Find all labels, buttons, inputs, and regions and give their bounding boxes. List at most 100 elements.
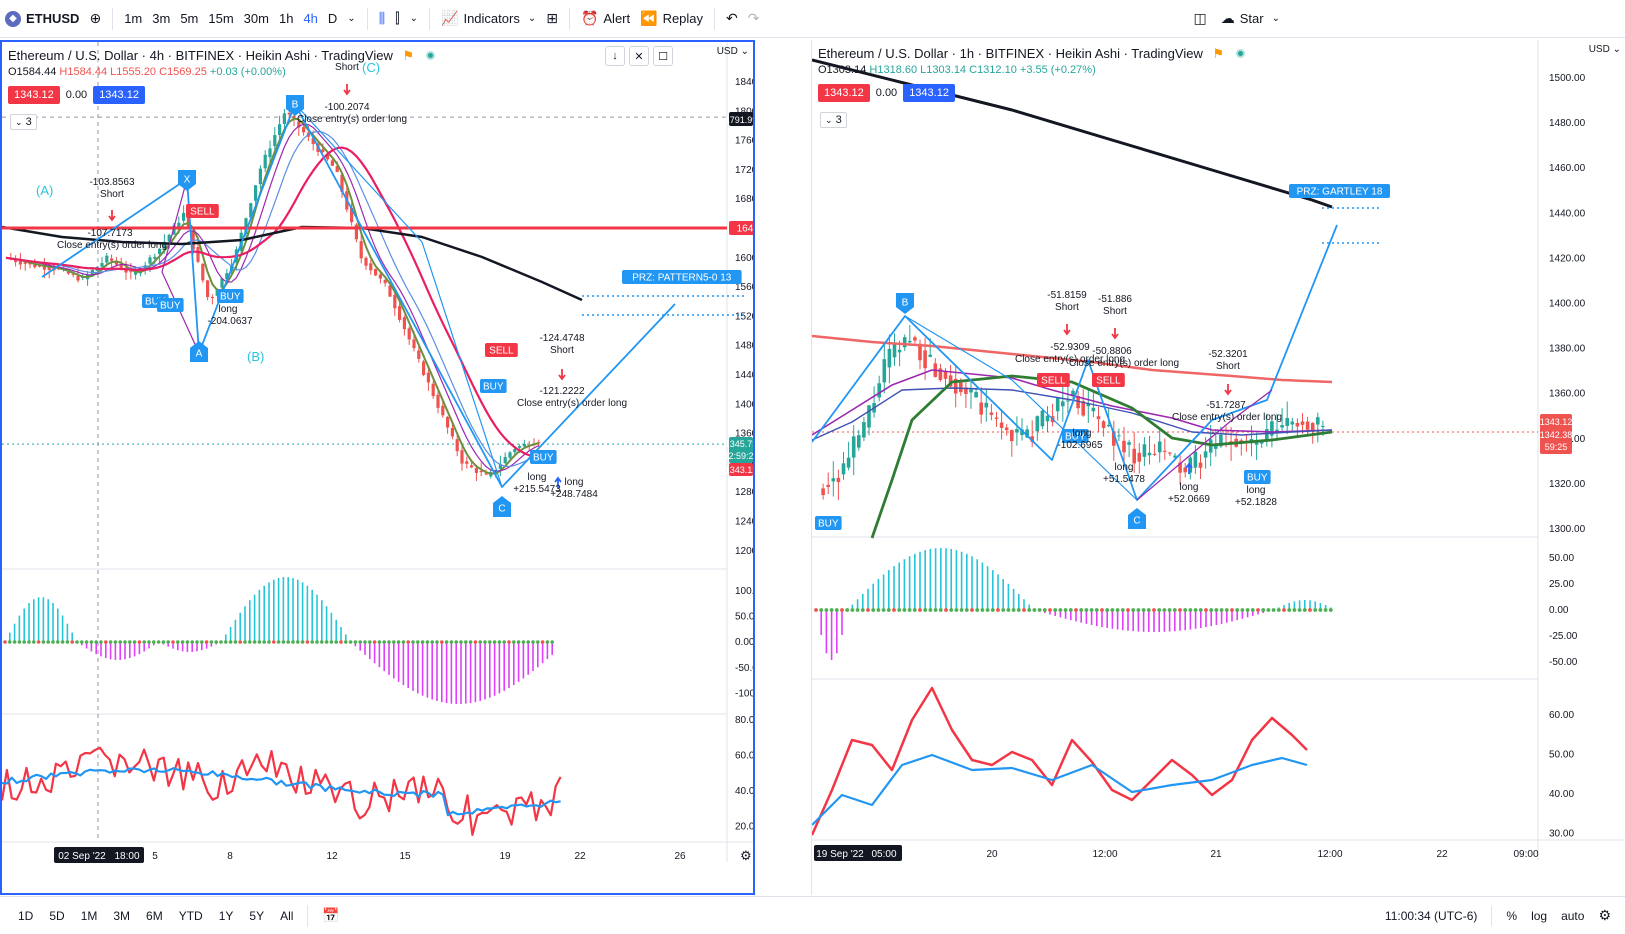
long-value: +215.5473 <box>513 484 561 495</box>
price-axis-label: 1460.00 <box>1549 163 1586 174</box>
crosshair-price-label: 1791.99 <box>725 115 753 125</box>
scroll-down-icon[interactable]: ↓ <box>605 46 625 66</box>
symbol-search[interactable]: ◆ ETHUSD <box>0 0 84 38</box>
interval-5m[interactable]: 5m <box>175 0 203 38</box>
chart-pane-left[interactable]: 1840.00 1800.00 1760.00 1720.00 1680.00 1640.… <box>0 40 755 895</box>
replay-button[interactable]: ⏪ Replay <box>635 0 708 38</box>
layout-button[interactable]: ◫ <box>1189 0 1212 38</box>
macd-signal-dot <box>113 640 118 644</box>
macd-signal-dot <box>440 640 444 644</box>
macd-signal-dot <box>430 640 435 644</box>
interval-label: 15m <box>208 11 234 26</box>
flag-icon[interactable]: ⚑ <box>1212 46 1225 61</box>
buy-tag-bg <box>480 379 507 393</box>
macd-signal-dot <box>1162 608 1167 612</box>
undo-button[interactable]: ↶ <box>721 0 743 38</box>
candle-body <box>1061 401 1065 407</box>
buy-price-button[interactable]: 1343.12 <box>903 84 955 102</box>
log-toggle[interactable]: log <box>1531 909 1548 923</box>
clock-timezone[interactable]: 11:00:34 (UTC-6) <box>1384 909 1478 923</box>
interval-d[interactable]: D <box>323 0 342 38</box>
auto-toggle[interactable]: auto <box>1561 909 1585 923</box>
currency-selector[interactable]: USD ⌄ <box>716 46 749 57</box>
sell-price-button[interactable]: 1343.12 <box>8 86 60 104</box>
range-label: 1M <box>80 908 98 923</box>
bar-style-button[interactable]: ⫼ <box>374 0 390 38</box>
currency-selector[interactable]: USD ⌄ <box>1588 44 1621 55</box>
settings-icon[interactable]: ⚙ <box>1598 908 1611 924</box>
candle-body <box>1168 452 1172 454</box>
compare-button[interactable]: ⊕ <box>84 0 106 38</box>
interval-1m[interactable]: 1m <box>119 0 147 38</box>
indicators-button[interactable]: 📈 Indicators ⌄ <box>436 0 541 38</box>
candle-body <box>1280 425 1284 428</box>
macd-signal-dot <box>1287 608 1292 612</box>
date-range-button[interactable]: 📅 <box>314 909 347 923</box>
chart-canvas-right[interactable]: 1500.00 1480.00 1460.00 1440.00 1420.00 1400.… <box>812 40 1625 895</box>
alert-button[interactable]: ⏰ Alert <box>576 0 635 38</box>
candle-body <box>836 477 841 483</box>
ma-blue-line <box>5 130 540 468</box>
interval-4h[interactable]: 4h <box>298 0 322 38</box>
indicator-collapse-button[interactable]: ⌄ 3 <box>820 112 847 128</box>
time-cursor-bg <box>814 845 902 861</box>
buy-price-button[interactable]: 1343.12 <box>93 86 145 104</box>
chart-canvas-left[interactable]: 1840.00 1800.00 1760.00 1720.00 1680.00 1640.… <box>2 42 753 893</box>
candle-body <box>388 285 392 297</box>
macd-signal-dot <box>368 640 372 644</box>
macd-signal-dot <box>166 640 170 644</box>
wave-label-b: (B) <box>247 349 264 364</box>
range-1d[interactable]: 1D <box>10 909 41 923</box>
macd-signal-dot <box>1006 608 1011 612</box>
candle-body <box>1178 462 1182 473</box>
chart-type-dropdown[interactable]: ⌄ <box>405 0 423 38</box>
percent-toggle[interactable]: % <box>1506 909 1518 923</box>
candle-style-button[interactable]: ⫿ <box>390 0 404 38</box>
long-label: long <box>1115 462 1134 473</box>
macd-signal-dot <box>521 640 526 644</box>
interval-1h[interactable]: 1h <box>274 0 298 38</box>
redo-button[interactable]: ↷ <box>743 0 765 38</box>
star-button[interactable]: ☁ Star ⌄ <box>1216 0 1285 38</box>
chart-pane-right[interactable]: 1500.00 1480.00 1460.00 1440.00 1420.00 1400.… <box>811 40 1625 895</box>
candle-body <box>1020 429 1024 436</box>
range-3m[interactable]: 3M <box>105 909 138 923</box>
range-ytd[interactable]: YTD <box>171 909 211 923</box>
time-axis-label: 19 <box>499 851 511 862</box>
indicator-collapse-button[interactable]: ⌄ 3 <box>10 114 37 130</box>
interval-15m[interactable]: 15m <box>203 0 238 38</box>
macd-signal-dot <box>344 640 348 644</box>
candle-body <box>1112 431 1116 446</box>
range-1m[interactable]: 1M <box>73 909 106 923</box>
osc-axis-label: 100.00 <box>735 586 753 597</box>
range-5d[interactable]: 5D <box>41 909 72 923</box>
wave-label-a: (A) <box>36 183 53 198</box>
candle-body <box>908 340 912 343</box>
candle-body <box>335 165 339 172</box>
flag-icon[interactable]: ⚑ <box>402 48 415 63</box>
short-arrow <box>108 210 116 222</box>
candle-body <box>969 389 973 393</box>
candle-body <box>846 457 851 468</box>
interval-30m[interactable]: 30m <box>239 0 274 38</box>
range-1y[interactable]: 1Y <box>211 909 242 923</box>
range-all[interactable]: All <box>272 909 301 923</box>
templates-button[interactable]: ⊞ <box>541 0 563 38</box>
buy-tag-bg <box>530 450 557 464</box>
interval-dropdown[interactable]: ⌄ <box>342 0 360 38</box>
sell-price-button[interactable]: 1343.12 <box>818 84 870 102</box>
maximize-icon[interactable]: ☐ <box>653 46 673 66</box>
macd-signal-dot <box>1105 608 1110 612</box>
rewind-icon: ⏪ <box>640 10 658 27</box>
time-axis-label: 21 <box>1210 849 1222 860</box>
candle-body <box>1285 417 1289 427</box>
macd-signal-dot <box>104 640 108 644</box>
range-6m[interactable]: 6M <box>138 909 171 923</box>
close-icon[interactable]: ✕ <box>629 46 649 66</box>
macd-signal-dot <box>526 640 530 644</box>
rsi-blue-line <box>812 753 1308 826</box>
interval-3m[interactable]: 3m <box>147 0 175 38</box>
market-status-icon <box>1235 49 1245 58</box>
range-5y[interactable]: 5Y <box>241 909 272 923</box>
candle-body <box>1117 435 1121 437</box>
